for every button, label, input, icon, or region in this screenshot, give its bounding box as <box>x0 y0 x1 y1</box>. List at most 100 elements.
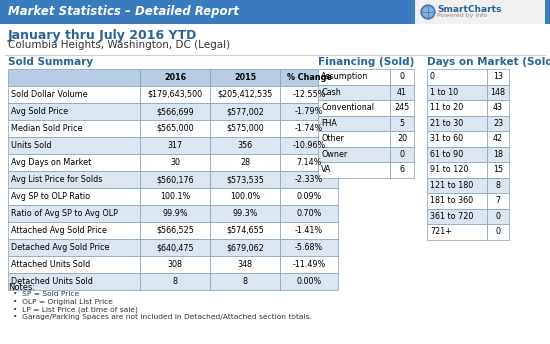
Text: 7: 7 <box>496 196 500 205</box>
Text: Attached Avg Sold Price: Attached Avg Sold Price <box>11 226 107 235</box>
Bar <box>140 86 210 103</box>
Bar <box>318 116 390 131</box>
Bar <box>280 239 338 256</box>
Text: Financing (Sold): Financing (Sold) <box>318 57 414 67</box>
Text: •  OLP = Original List Price: • OLP = Original List Price <box>13 299 113 305</box>
Text: $640,475: $640,475 <box>156 243 194 252</box>
Text: 361 to 720: 361 to 720 <box>430 212 474 221</box>
Text: Columbia Heights, Washington, DC (Legal): Columbia Heights, Washington, DC (Legal) <box>8 40 230 50</box>
Text: 348: 348 <box>238 260 252 269</box>
Text: 0.00%: 0.00% <box>296 277 322 286</box>
Text: 91 to 120: 91 to 120 <box>430 165 469 174</box>
Text: Owner: Owner <box>321 150 347 159</box>
Bar <box>210 120 280 137</box>
Text: $575,000: $575,000 <box>226 124 264 133</box>
Text: 356: 356 <box>238 141 252 150</box>
Bar <box>390 69 414 85</box>
Bar <box>427 162 487 178</box>
Text: $560,176: $560,176 <box>156 175 194 184</box>
Text: Assumption: Assumption <box>321 72 368 81</box>
Bar <box>140 222 210 239</box>
Bar <box>318 69 390 85</box>
Bar <box>8 86 140 103</box>
Text: Attached Units Sold: Attached Units Sold <box>11 260 90 269</box>
Bar <box>140 137 210 154</box>
Text: $179,643,500: $179,643,500 <box>147 90 202 99</box>
Text: FHA: FHA <box>321 119 337 128</box>
Text: •  SP = Sold Price: • SP = Sold Price <box>13 291 79 298</box>
Bar <box>487 131 509 147</box>
Bar <box>427 100 487 116</box>
Bar <box>140 273 210 290</box>
Bar <box>210 188 280 205</box>
Bar <box>427 85 487 100</box>
Text: 0: 0 <box>496 212 500 221</box>
Bar <box>280 154 338 171</box>
Text: 31 to 60: 31 to 60 <box>430 134 463 143</box>
Text: 42: 42 <box>493 134 503 143</box>
Bar <box>390 162 414 178</box>
Text: 13: 13 <box>493 72 503 81</box>
Bar <box>280 205 338 222</box>
Bar <box>140 256 210 273</box>
Text: Sold Summary: Sold Summary <box>8 57 93 67</box>
Bar <box>210 273 280 290</box>
Bar <box>8 239 140 256</box>
Text: -10.96%: -10.96% <box>293 141 326 150</box>
Bar <box>8 256 140 273</box>
Bar <box>427 208 487 224</box>
Text: VA: VA <box>321 165 332 174</box>
Bar <box>390 100 414 116</box>
Bar <box>427 224 487 239</box>
Text: Other: Other <box>321 134 344 143</box>
Bar <box>8 188 140 205</box>
Bar <box>8 222 140 239</box>
Text: 0.09%: 0.09% <box>296 192 322 201</box>
Bar <box>318 162 390 178</box>
Text: Cash: Cash <box>321 88 341 97</box>
Text: $565,000: $565,000 <box>156 124 194 133</box>
Bar <box>427 131 487 147</box>
Text: -5.68%: -5.68% <box>295 243 323 252</box>
Circle shape <box>421 5 435 19</box>
Text: 245: 245 <box>394 103 410 112</box>
Bar <box>427 193 487 208</box>
Bar <box>487 147 509 162</box>
Bar <box>427 69 487 85</box>
Text: 5: 5 <box>399 119 405 128</box>
Bar <box>210 171 280 188</box>
Text: 0: 0 <box>430 72 435 81</box>
Bar <box>140 69 210 86</box>
Bar <box>487 178 509 193</box>
Text: $205,412,535: $205,412,535 <box>217 90 273 99</box>
Text: -1.79%: -1.79% <box>295 107 323 116</box>
Text: -11.49%: -11.49% <box>293 260 326 269</box>
Text: Detached Avg Sold Price: Detached Avg Sold Price <box>11 243 109 252</box>
Text: Avg List Price for Solds: Avg List Price for Solds <box>11 175 102 184</box>
Text: 8: 8 <box>243 277 248 286</box>
Bar <box>487 85 509 100</box>
Bar <box>280 256 338 273</box>
Text: 11 to 20: 11 to 20 <box>430 103 463 112</box>
Text: 30: 30 <box>170 158 180 167</box>
Bar <box>210 256 280 273</box>
Bar <box>280 171 338 188</box>
Bar <box>140 171 210 188</box>
Text: Days on Market (Sold): Days on Market (Sold) <box>427 57 550 67</box>
Text: Sold Dollar Volume: Sold Dollar Volume <box>11 90 87 99</box>
Text: Units Sold: Units Sold <box>11 141 52 150</box>
Bar <box>280 69 338 86</box>
Text: Median Sold Price: Median Sold Price <box>11 124 82 133</box>
Text: •  Garage/Parking Spaces are not included in Detached/Attached section totals.: • Garage/Parking Spaces are not included… <box>13 314 312 320</box>
Bar <box>318 85 390 100</box>
Bar <box>8 69 140 86</box>
Bar <box>280 222 338 239</box>
Bar <box>140 103 210 120</box>
Bar <box>487 100 509 116</box>
Text: -1.41%: -1.41% <box>295 226 323 235</box>
Bar <box>140 154 210 171</box>
Text: 61 to 90: 61 to 90 <box>430 150 463 159</box>
Text: 8: 8 <box>496 181 500 190</box>
Bar <box>140 120 210 137</box>
Text: Powered by info: Powered by info <box>437 13 487 19</box>
